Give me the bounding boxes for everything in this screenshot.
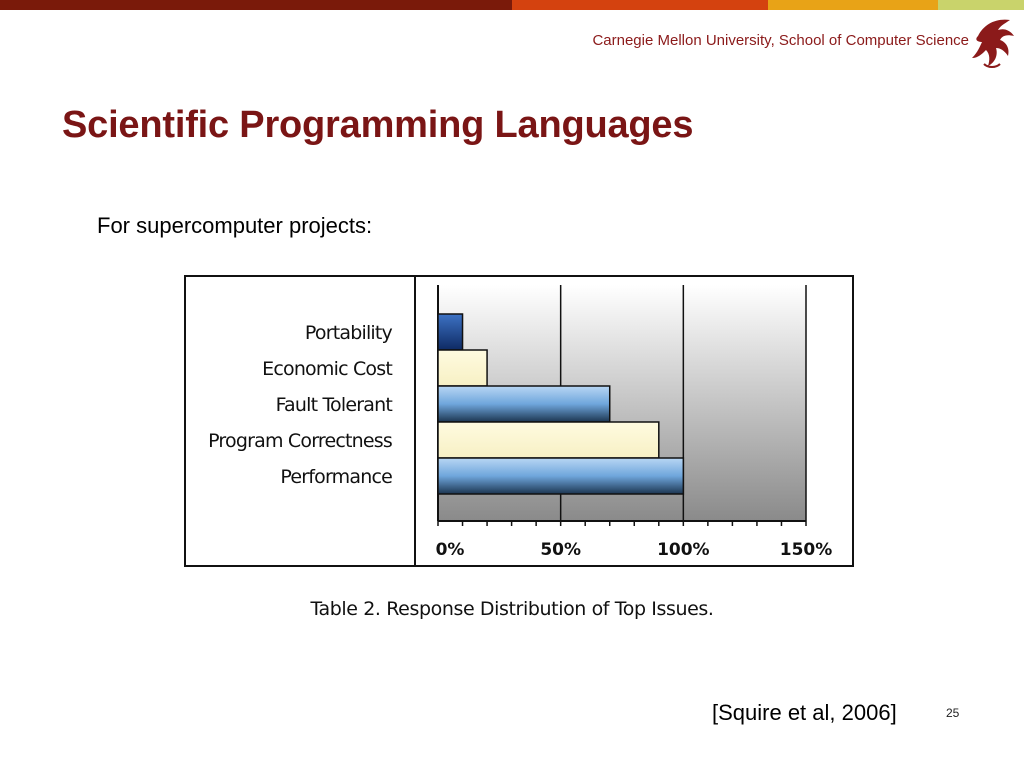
top-bar-segment-1 [0,0,512,10]
bars [437,313,685,495]
institution-header: Carnegie Mellon University, School of Co… [592,32,969,49]
x-tick-label: 100% [657,540,710,560]
chart-caption: Table 2. Response Distribution of Top Is… [310,598,714,620]
category-labels: Portability Economic Cost Fault Tolerant Pr… [208,322,393,488]
x-axis [437,520,807,526]
category-label: Economic Cost [262,358,392,380]
top-bar-segment-2 [512,0,768,10]
category-label: Portability [305,322,393,344]
citation: [Squire et al, 2006] [712,700,897,725]
bar [437,313,464,351]
bar [437,421,660,459]
bar-chart: Portability Economic Cost Fault Tolerant Pr… [208,275,833,567]
x-tick-label: 0% [436,540,465,560]
top-bar-segment-3 [768,0,938,10]
category-label: Performance [280,466,392,488]
top-color-bar [0,0,1024,10]
bar [437,457,685,495]
x-tick-label: 50% [540,540,581,560]
x-tick-label: 150% [780,540,833,560]
bar [437,385,611,423]
category-label: Program Correctness [208,430,392,452]
category-label: Fault Tolerant [276,394,393,416]
page-number: 25 [946,706,960,720]
top-bar-segment-4 [938,0,1024,10]
slide-subtitle: For supercomputer projects: [97,213,373,238]
x-tick-labels: 0% 50% 100% 150% [436,540,833,560]
griffin-logo-icon [972,19,1014,68]
slide-title: Scientific Programming Languages [62,104,694,146]
bar [437,349,488,387]
